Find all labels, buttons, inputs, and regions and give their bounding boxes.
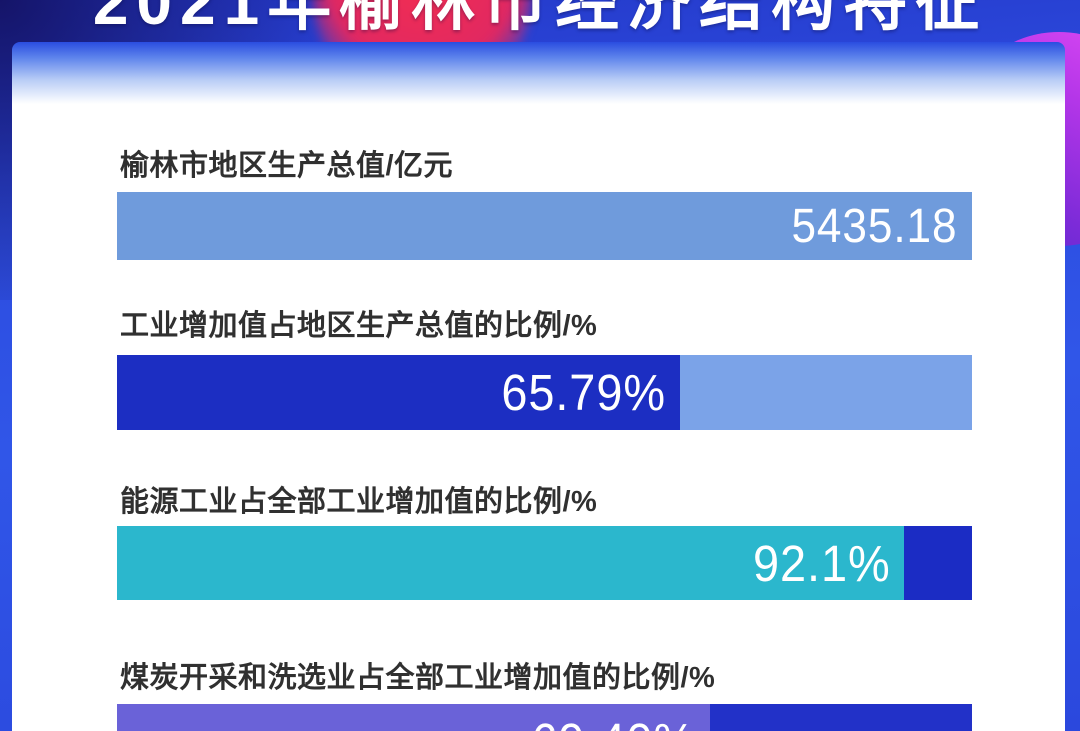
bar-gdp: 5435.18 bbox=[117, 192, 972, 260]
bar-gdp-fill: 5435.18 bbox=[117, 192, 972, 260]
bar-coal-share: 69.40% bbox=[117, 704, 972, 731]
bar-industry-share: 65.79% bbox=[117, 355, 972, 430]
bar-label-energy-share: 能源工业占全部工业增加值的比例/% bbox=[120, 486, 598, 518]
bar-coal-share-fill: 69.40% bbox=[117, 704, 711, 731]
bar-industry-share-value: 65.79% bbox=[500, 364, 666, 421]
chart-card: 榆林市地区生产总值/亿元 5435.18 工业增加值占地区生产总值的比例/% 6… bbox=[12, 42, 1065, 731]
bar-gdp-value: 5435.18 bbox=[791, 199, 958, 253]
bar-energy-share: 92.1% bbox=[117, 526, 972, 600]
bar-energy-share-fill: 92.1% bbox=[117, 526, 905, 600]
bar-industry-share-fill: 65.79% bbox=[117, 355, 680, 430]
bar-energy-share-value: 92.1% bbox=[752, 534, 891, 592]
bar-coal-share-value: 69.40% bbox=[532, 712, 697, 731]
bar-label-coal-share: 煤炭开采和洗选业占全部工业增加值的比例/% bbox=[120, 662, 716, 694]
bar-label-industry-share: 工业增加值占地区生产总值的比例/% bbox=[120, 310, 598, 342]
page-title: 2021年榆林市经济结构特征 bbox=[92, 0, 988, 38]
bar-label-gdp: 榆林市地区生产总值/亿元 bbox=[120, 150, 454, 182]
